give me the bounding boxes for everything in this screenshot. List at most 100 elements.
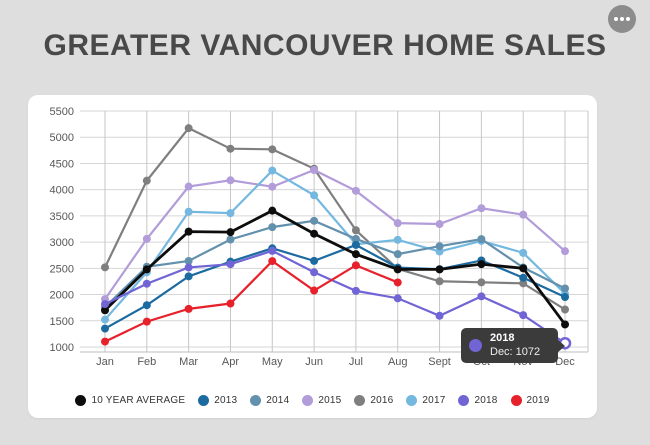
legend-swatch	[354, 395, 366, 406]
data-point[interactable]	[393, 235, 402, 244]
data-point[interactable]	[310, 286, 319, 295]
data-point[interactable]	[268, 223, 277, 232]
legend-label: 10 YEAR AVERAGE	[91, 395, 186, 406]
data-point[interactable]	[351, 286, 360, 295]
data-point[interactable]	[226, 176, 235, 185]
data-point[interactable]	[477, 204, 486, 213]
data-point[interactable]	[142, 265, 151, 274]
data-point[interactable]	[519, 273, 528, 282]
data-point[interactable]	[268, 206, 277, 215]
data-point[interactable]	[477, 235, 486, 244]
data-point[interactable]	[101, 263, 109, 272]
legend-item-2018[interactable]: 2018	[458, 395, 497, 406]
data-point[interactable]	[435, 220, 444, 229]
data-point[interactable]	[184, 304, 193, 313]
page-title: GREATER VANCOUVER HOME SALES	[43, 29, 607, 62]
data-point[interactable]	[351, 240, 360, 249]
data-point[interactable]	[142, 279, 151, 288]
data-point[interactable]	[226, 235, 235, 244]
data-point[interactable]	[435, 311, 444, 320]
data-point[interactable]	[226, 228, 235, 237]
tooltip-series-name: 2018	[490, 331, 515, 344]
data-point[interactable]	[101, 337, 109, 346]
data-point[interactable]	[184, 263, 193, 272]
data-point[interactable]	[393, 294, 402, 303]
data-point[interactable]	[142, 176, 151, 185]
legend-item-2014[interactable]: 2014	[250, 395, 289, 406]
data-point[interactable]	[101, 324, 109, 333]
data-point[interactable]	[268, 257, 277, 266]
legend-item-10-year-average[interactable]: 10 YEAR AVERAGE	[75, 395, 185, 406]
data-point[interactable]	[184, 207, 193, 216]
data-point[interactable]	[519, 311, 528, 320]
more-options-button[interactable]	[608, 5, 636, 33]
data-point[interactable]	[393, 265, 402, 274]
data-point[interactable]	[477, 260, 486, 269]
legend-label: 2014	[266, 395, 290, 406]
y-axis-tick-label: 5000	[50, 132, 74, 144]
legend-swatch	[302, 395, 314, 406]
data-point[interactable]	[310, 216, 319, 225]
data-point[interactable]	[268, 166, 277, 175]
data-point[interactable]	[184, 227, 193, 236]
legend-item-2013[interactable]: 2013	[198, 395, 237, 406]
data-point[interactable]	[101, 300, 109, 309]
data-point[interactable]	[393, 250, 402, 259]
data-point[interactable]	[184, 256, 193, 265]
data-point[interactable]	[519, 248, 528, 257]
data-point[interactable]	[226, 299, 235, 308]
data-point[interactable]	[310, 166, 319, 174]
data-point[interactable]	[435, 277, 444, 286]
legend-swatch	[406, 395, 418, 406]
data-point[interactable]	[519, 264, 528, 273]
chart-card: 5500 5000 4500 4000 3500 3000 2500 2000 1500 1000…	[28, 95, 597, 418]
x-axis-month-label: Dec	[555, 356, 575, 368]
data-point[interactable]	[435, 242, 444, 251]
data-point[interactable]	[351, 226, 360, 235]
data-point[interactable]	[561, 320, 570, 329]
ellipsis-icon	[614, 17, 630, 21]
series-line-2014	[104, 219, 566, 308]
y-axis-tick-label: 4000	[50, 185, 74, 197]
data-point[interactable]	[351, 186, 360, 195]
legend-item-2016[interactable]: 2016	[354, 395, 393, 406]
series-line-10-year-average	[104, 209, 567, 326]
data-point[interactable]	[519, 210, 528, 219]
data-point[interactable]	[351, 234, 360, 243]
data-point[interactable]	[561, 293, 570, 302]
legend-item-2015[interactable]: 2015	[302, 395, 341, 406]
data-point[interactable]	[142, 301, 151, 310]
data-point[interactable]	[226, 260, 235, 269]
data-point[interactable]	[184, 124, 193, 133]
data-point[interactable]	[435, 265, 444, 274]
data-point[interactable]	[101, 306, 109, 315]
data-point[interactable]	[142, 234, 151, 243]
data-point[interactable]	[310, 191, 319, 200]
data-point[interactable]	[142, 317, 151, 326]
data-point[interactable]	[561, 284, 570, 293]
data-point[interactable]	[519, 279, 528, 288]
data-point[interactable]	[268, 182, 277, 191]
data-point[interactable]	[351, 250, 360, 259]
legend-item-2019[interactable]: 2019	[510, 395, 550, 406]
data-point[interactable]	[226, 144, 235, 153]
y-axis-tick-label: 1500	[50, 316, 74, 328]
legend-item-2017[interactable]: 2017	[406, 395, 445, 406]
data-point[interactable]	[268, 246, 277, 255]
data-point[interactable]	[477, 278, 486, 287]
data-point[interactable]	[393, 219, 402, 228]
data-point[interactable]	[310, 256, 319, 265]
data-point[interactable]	[310, 229, 319, 238]
data-point[interactable]	[310, 268, 319, 277]
data-point[interactable]	[561, 305, 570, 314]
data-point[interactable]	[268, 145, 277, 154]
data-point[interactable]	[351, 261, 360, 270]
data-point[interactable]	[101, 315, 109, 324]
data-point[interactable]	[226, 209, 235, 218]
data-point[interactable]	[393, 278, 402, 287]
data-point[interactable]	[184, 182, 193, 191]
data-point[interactable]	[184, 272, 193, 281]
data-point[interactable]	[561, 247, 570, 256]
data-point[interactable]	[477, 292, 486, 301]
chart-tooltip: 2018 Dec: 1072	[461, 328, 558, 363]
